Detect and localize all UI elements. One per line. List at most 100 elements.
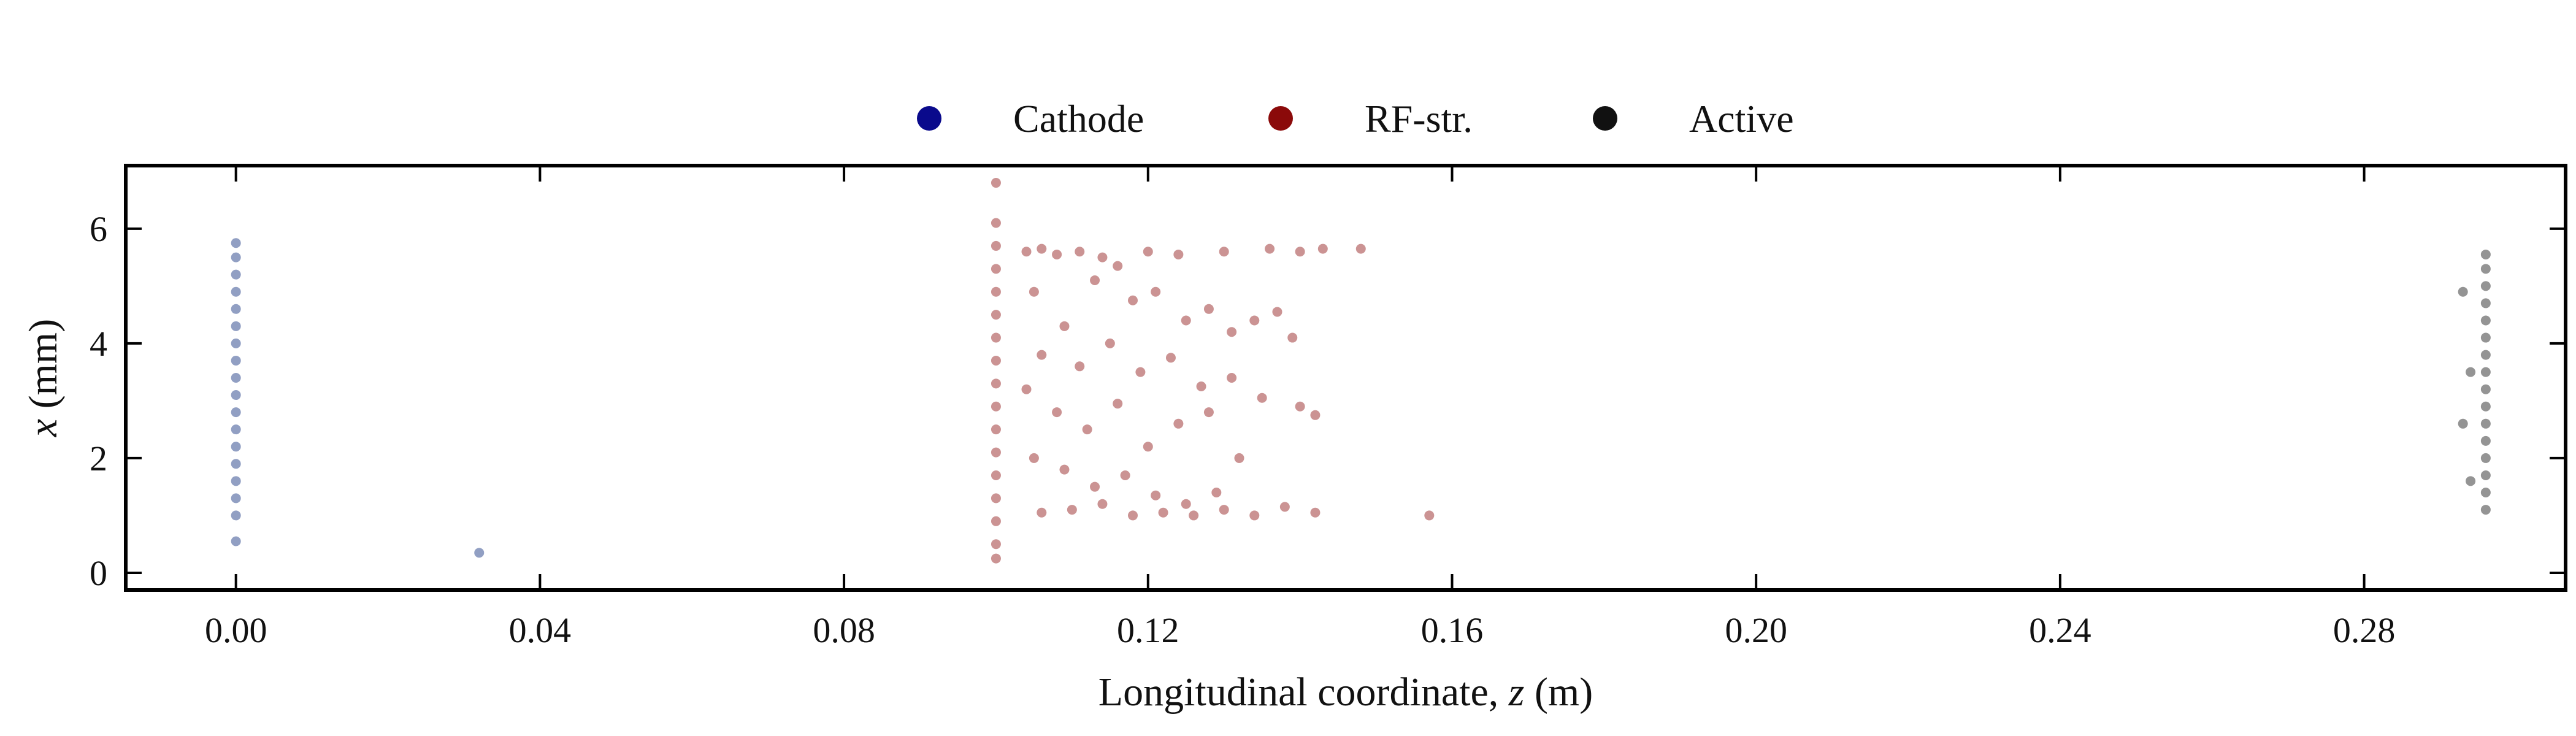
point-rf-str bbox=[1189, 510, 1199, 521]
point-rf-str bbox=[1317, 243, 1328, 254]
point-rf-str bbox=[1310, 507, 1321, 518]
point-cathode bbox=[231, 321, 241, 331]
point-rf-str bbox=[1128, 510, 1138, 521]
point-active bbox=[2480, 332, 2491, 343]
point-rf-str bbox=[1310, 410, 1321, 420]
point-rf-str bbox=[1287, 332, 1298, 343]
point-cathode bbox=[231, 373, 241, 383]
point-rf-str bbox=[1272, 307, 1282, 317]
point-rf-str bbox=[1355, 243, 1366, 254]
point-rf-str bbox=[991, 240, 1001, 251]
point-rf-str bbox=[1295, 247, 1305, 257]
y-axis-label: x (mm) bbox=[21, 319, 66, 437]
x-axis-label-unit: (m) bbox=[1524, 670, 1593, 715]
point-rf-str bbox=[1158, 507, 1168, 518]
y-tick-label: 0 bbox=[90, 553, 107, 593]
point-rf-str bbox=[1203, 304, 1214, 314]
point-rf-str bbox=[1059, 464, 1070, 475]
legend-label-rf-str: RF-str. bbox=[1365, 97, 1473, 140]
point-rf-str bbox=[1227, 373, 1237, 383]
point-active bbox=[2458, 286, 2468, 297]
y-axis-label-var: x bbox=[21, 419, 66, 437]
point-rf-str bbox=[1151, 490, 1161, 500]
axes bbox=[124, 164, 2567, 592]
point-cathode bbox=[231, 286, 241, 297]
point-rf-str bbox=[1234, 453, 1244, 463]
point-active bbox=[2480, 249, 2491, 259]
point-rf-str bbox=[1257, 393, 1267, 403]
point-rf-str bbox=[1097, 252, 1108, 263]
point-rf-str bbox=[1219, 505, 1229, 515]
point-rf-str bbox=[1249, 510, 1260, 521]
x-tick-label: 0.12 bbox=[1117, 610, 1179, 650]
x-tick-label: 0.04 bbox=[509, 610, 572, 650]
point-rf-str bbox=[1052, 407, 1062, 418]
point-active bbox=[2480, 435, 2491, 446]
x-tick-label: 0.08 bbox=[813, 610, 875, 650]
point-rf-str bbox=[1105, 338, 1115, 348]
x-tick-label: 0.00 bbox=[205, 610, 267, 650]
point-rf-str bbox=[991, 332, 1001, 343]
point-rf-str bbox=[1165, 353, 1176, 363]
point-cathode bbox=[231, 338, 241, 348]
point-rf-str bbox=[991, 355, 1001, 366]
point-rf-str bbox=[991, 286, 1001, 297]
point-rf-str bbox=[1052, 249, 1062, 259]
point-rf-str bbox=[1021, 384, 1032, 394]
point-cathode bbox=[231, 252, 241, 263]
point-active bbox=[2480, 401, 2491, 412]
point-rf-str bbox=[991, 447, 1001, 458]
point-rf-str bbox=[1227, 327, 1237, 337]
y-tick-label: 4 bbox=[90, 324, 107, 364]
point-rf-str bbox=[991, 516, 1001, 526]
point-active bbox=[2480, 264, 2491, 274]
point-rf-str bbox=[1143, 247, 1153, 257]
point-active bbox=[2458, 418, 2468, 429]
point-rf-str bbox=[1173, 418, 1184, 429]
x-axis-label-text: Longitudinal coordinate, bbox=[1098, 670, 1509, 715]
y-tick-label: 2 bbox=[90, 439, 107, 478]
legend-marker-rf-str bbox=[1268, 106, 1293, 131]
point-rf-str bbox=[991, 470, 1001, 480]
point-rf-str bbox=[1203, 407, 1214, 418]
point-rf-str bbox=[991, 264, 1001, 274]
point-active bbox=[2480, 418, 2491, 429]
point-rf-str bbox=[1082, 424, 1092, 435]
point-cathode bbox=[231, 442, 241, 452]
point-rf-str bbox=[1120, 470, 1130, 480]
point-cathode bbox=[231, 424, 241, 435]
chart-marks bbox=[231, 178, 2491, 564]
point-rf-str bbox=[1151, 286, 1161, 297]
point-rf-str bbox=[1219, 247, 1229, 257]
point-rf-str bbox=[1059, 321, 1070, 331]
point-rf-str bbox=[991, 493, 1001, 504]
point-active bbox=[2480, 470, 2491, 480]
point-active bbox=[2480, 453, 2491, 463]
point-cathode bbox=[231, 269, 241, 280]
point-cathode bbox=[231, 355, 241, 366]
point-cathode bbox=[231, 238, 241, 248]
point-rf-str bbox=[1075, 247, 1085, 257]
point-rf-str bbox=[1173, 249, 1184, 259]
point-rf-str bbox=[1037, 350, 1047, 360]
x-axis-label: Longitudinal coordinate, z (m) bbox=[1098, 670, 1593, 715]
x-axis-label-var: z bbox=[1508, 670, 1525, 715]
point-rf-str bbox=[991, 424, 1001, 435]
point-active bbox=[2480, 281, 2491, 291]
y-axis-label-unit: (mm) bbox=[21, 319, 66, 419]
point-rf-str bbox=[1090, 481, 1100, 492]
point-rf-str bbox=[1113, 261, 1123, 271]
x-tick-label: 0.24 bbox=[2029, 610, 2091, 650]
point-rf-str bbox=[1037, 243, 1047, 254]
point-rf-str bbox=[1143, 442, 1153, 452]
point-rf-str bbox=[991, 310, 1001, 320]
point-rf-str bbox=[991, 553, 1001, 564]
point-rf-str bbox=[1279, 502, 1290, 512]
point-cathode bbox=[231, 536, 241, 546]
point-rf-str bbox=[1075, 361, 1085, 372]
point-rf-str bbox=[1181, 315, 1191, 326]
point-rf-str bbox=[1067, 505, 1077, 515]
point-rf-str bbox=[1021, 247, 1032, 257]
point-cathode bbox=[231, 304, 241, 314]
